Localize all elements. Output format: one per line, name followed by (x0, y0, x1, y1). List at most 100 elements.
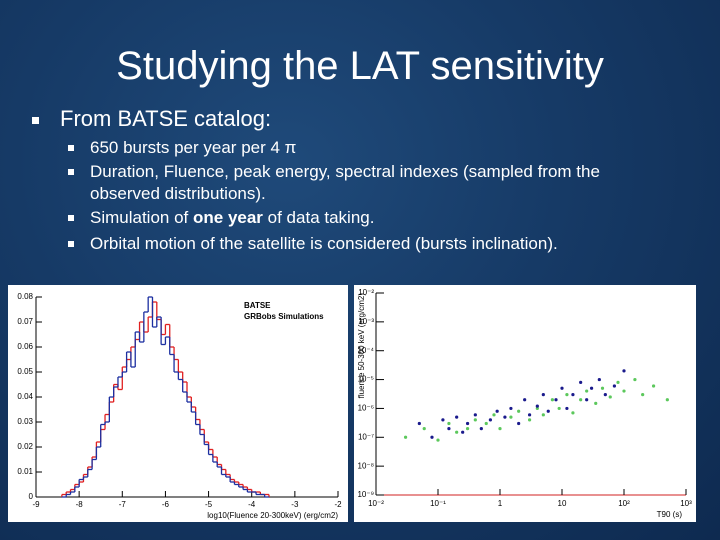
point (535, 406, 539, 411)
y-tick-label: 10⁻⁹ (357, 490, 374, 499)
point (622, 369, 626, 373)
y-tick-label: 0.07 (17, 317, 33, 326)
point (589, 386, 594, 390)
y-tick-label: 10⁻⁸ (358, 461, 375, 470)
point (622, 389, 626, 393)
y-tick-label: 0 (29, 492, 34, 501)
point (417, 421, 421, 426)
point (641, 393, 645, 397)
point (517, 409, 521, 413)
point (465, 421, 470, 426)
x-tick-label: -2 (334, 500, 342, 509)
x-tick-label: -3 (291, 500, 299, 509)
point (579, 398, 583, 402)
point (550, 398, 554, 402)
point (527, 413, 532, 417)
point (517, 421, 521, 426)
point (492, 413, 496, 417)
point (523, 398, 527, 402)
point (473, 413, 477, 417)
point (455, 415, 459, 419)
point (509, 415, 513, 419)
point (541, 413, 545, 417)
point (571, 393, 575, 397)
point (403, 435, 408, 439)
chart-panel (8, 285, 348, 522)
point (484, 421, 488, 426)
point (554, 398, 558, 402)
y-tick-label: 10⁻³ (358, 317, 374, 326)
point (612, 384, 616, 388)
point (455, 430, 459, 434)
y-tick-label: 0.08 (17, 292, 33, 301)
point (436, 438, 440, 442)
sub-bullet: Orbital motion of the satellite is consi… (90, 233, 665, 255)
x-tick-label: 10³ (680, 499, 692, 508)
x-tick-label: -4 (248, 500, 256, 509)
point (422, 426, 426, 431)
x-tick-label: 10⁻¹ (430, 499, 446, 508)
sub-bullet-marker (68, 241, 74, 247)
x-tick-label: -7 (119, 500, 127, 509)
y-tick-label: 10⁻² (358, 288, 374, 297)
point (665, 398, 669, 402)
point (498, 426, 502, 431)
point (465, 426, 470, 431)
point (541, 393, 545, 397)
y-tick-label: 0.03 (17, 417, 33, 426)
point (557, 406, 561, 411)
chart-panel (354, 285, 696, 522)
slide-title: Studying the LAT sensitivity (116, 44, 604, 88)
point (597, 377, 601, 382)
point (600, 386, 605, 390)
sub-bullet-marker (68, 169, 74, 175)
point (560, 386, 564, 390)
sub-bullet-marker (68, 215, 74, 221)
point (565, 393, 569, 397)
legend-entry: BATSE (244, 301, 271, 310)
y-tick-label: 10⁻⁵ (358, 375, 374, 384)
y-axis-label: fluence 50-300 keV (erg/cm2) (357, 293, 366, 399)
point (430, 435, 434, 439)
point (447, 426, 451, 431)
text-segment: one year (193, 208, 263, 227)
y-tick-label: 0.06 (17, 342, 33, 351)
point (608, 395, 612, 399)
point (651, 384, 656, 388)
x-tick-label: -9 (32, 500, 40, 509)
point (461, 430, 465, 434)
text-segment: 650 bursts per year per 4 π (90, 138, 297, 157)
x-tick-label: -6 (162, 500, 170, 509)
point (527, 418, 532, 422)
text-segment: Orbital motion of the satellite is consi… (90, 234, 558, 253)
point (571, 411, 575, 415)
point (585, 398, 589, 402)
point (594, 401, 598, 405)
x-tick-label: -8 (76, 500, 84, 509)
y-tick-label: 10⁻⁷ (358, 432, 374, 441)
y-tick-label: 10⁻⁶ (358, 404, 374, 413)
sub-bullet: Duration, Fluence, peak energy, spectral… (90, 161, 665, 205)
point (488, 418, 492, 422)
legend-entry: GRBobs Simulations (244, 312, 324, 321)
point (503, 415, 507, 419)
y-tick-label: 0.01 (17, 467, 33, 476)
bullet: From BATSE catalog: (60, 106, 272, 131)
x-tick-label: -5 (205, 500, 213, 509)
text-segment: Simulation of (90, 208, 193, 227)
x-axis-label: log10(Fluence 20-300keV) (erg/cm2) (207, 511, 338, 520)
sub-bullet: Simulation of one year of data taking. (90, 207, 665, 229)
text-segment: of data taking. (262, 208, 375, 227)
sub-bullet-marker (68, 145, 74, 151)
point (579, 380, 583, 384)
bullet-marker (32, 117, 39, 124)
text-segment: Duration, Fluence, peak energy, spectral… (90, 162, 600, 203)
point (585, 389, 589, 393)
point (535, 404, 539, 408)
x-tick-label: 10⁻² (368, 499, 384, 508)
point (603, 393, 607, 397)
point (565, 406, 569, 411)
x-tick-label: 10² (618, 499, 630, 508)
